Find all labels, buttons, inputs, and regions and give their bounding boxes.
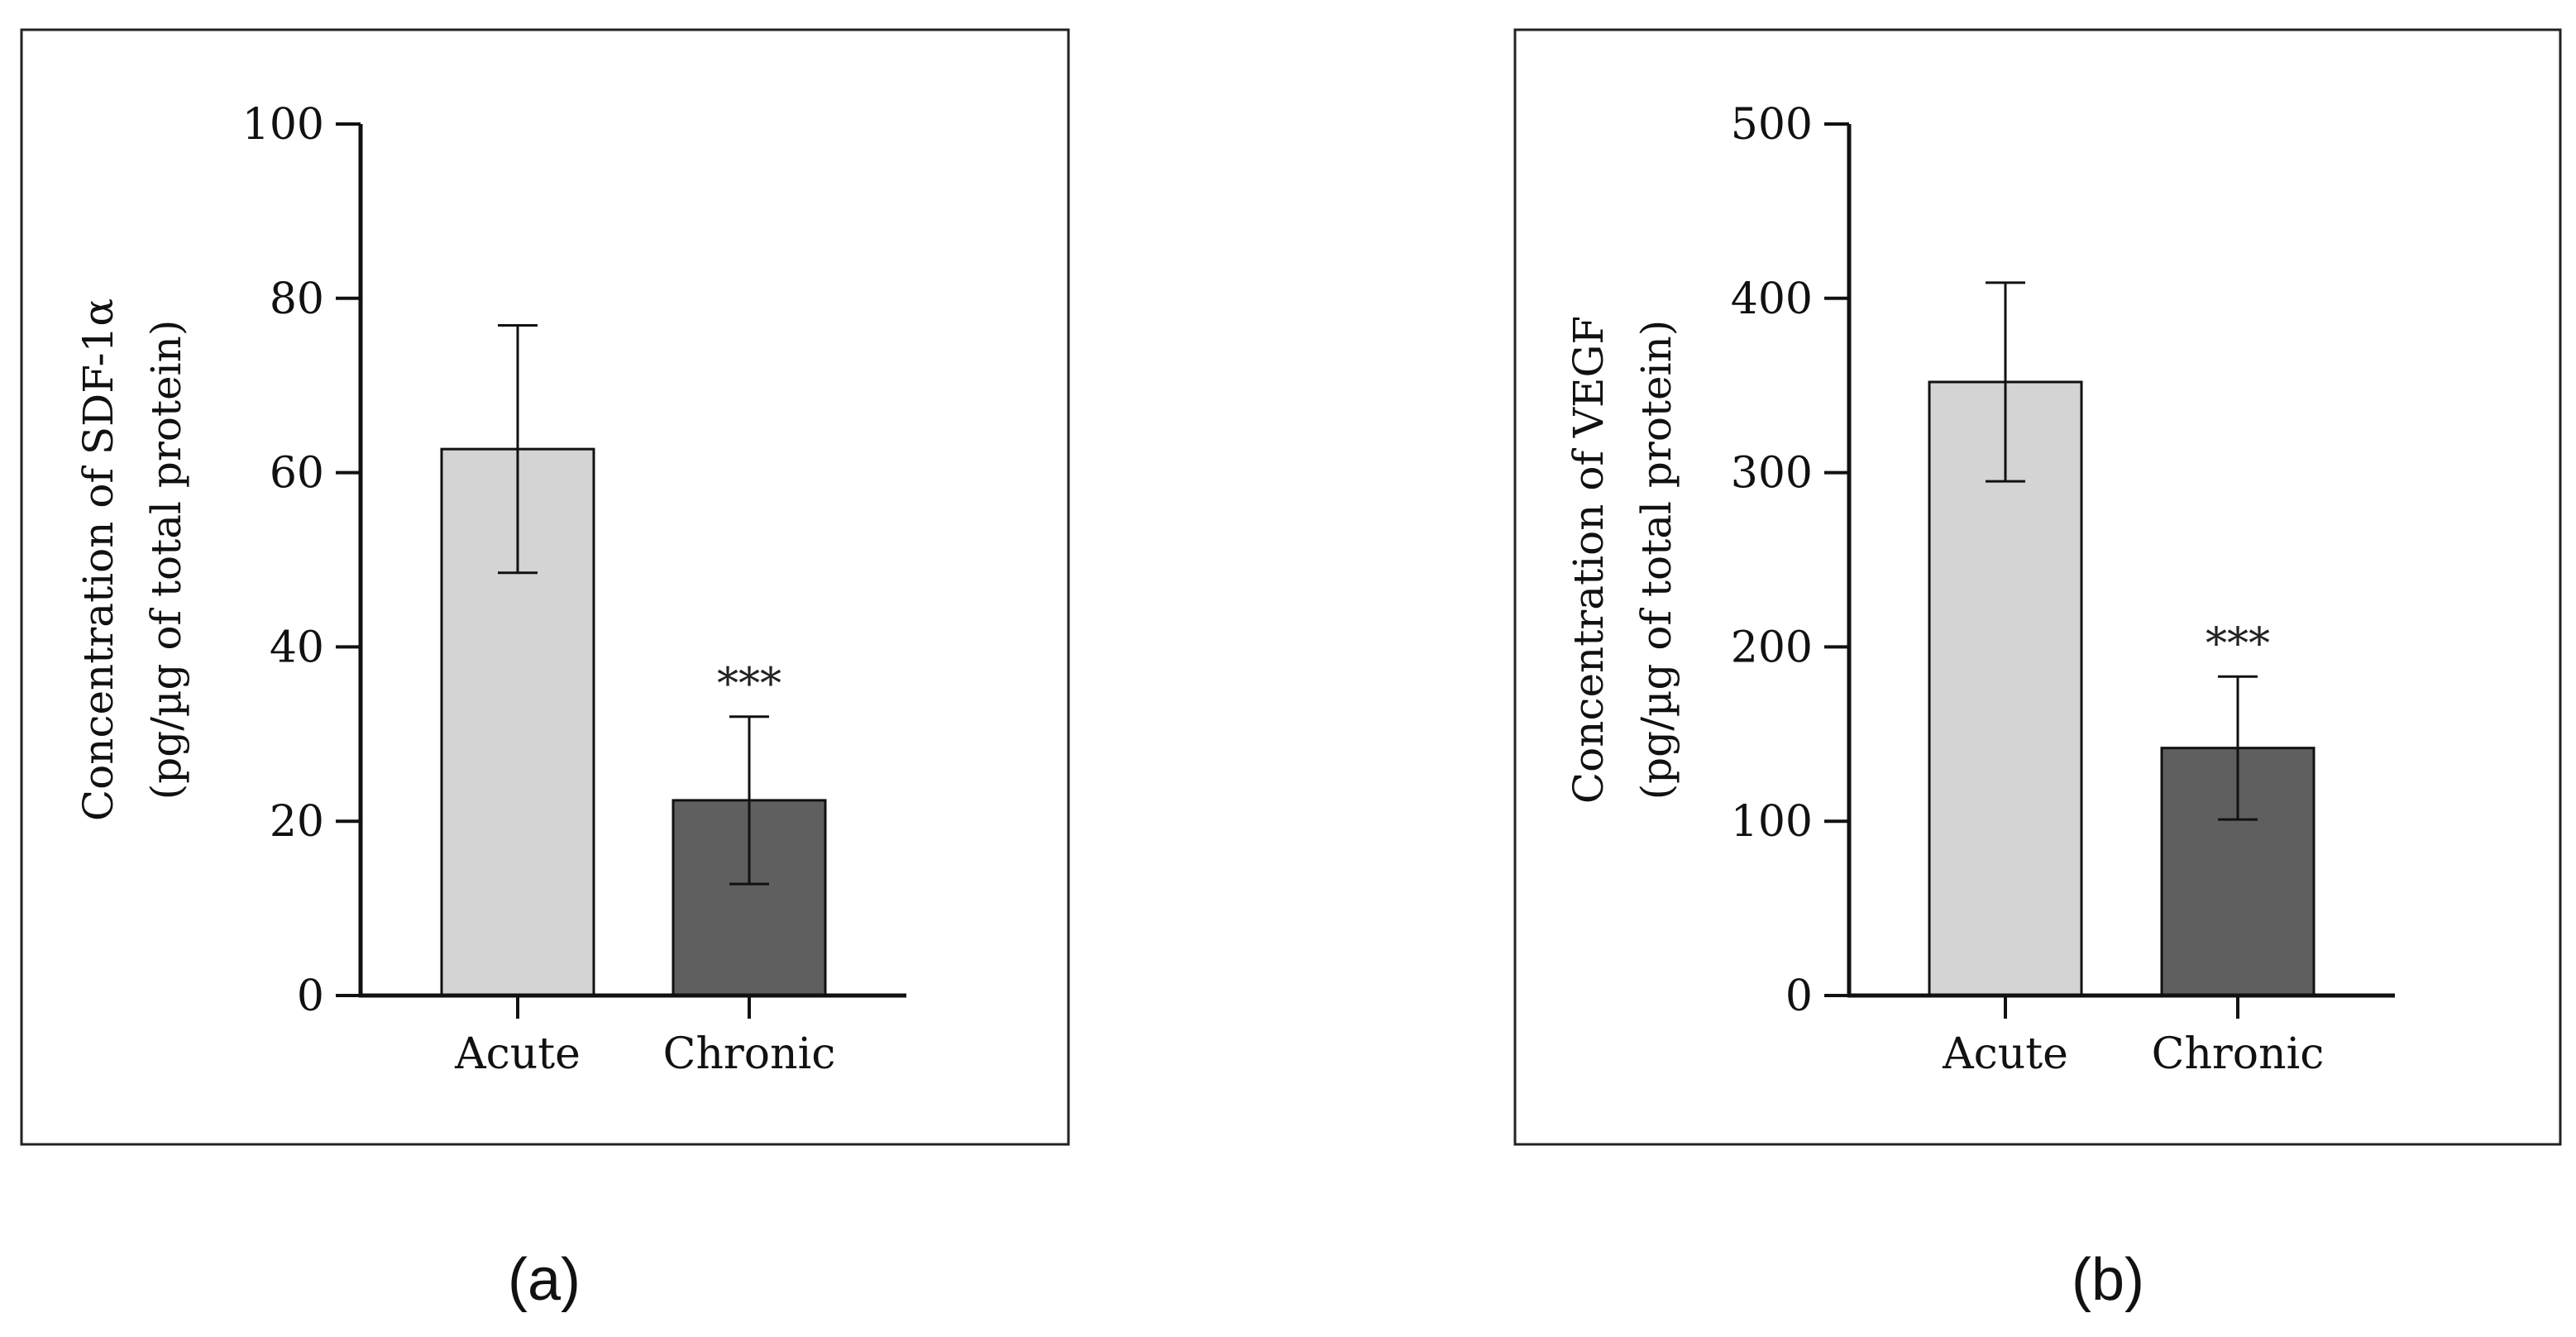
y-tick-label: 500 (1731, 100, 1813, 150)
y-tick-label: 20 (270, 797, 324, 847)
x-tick-label-acute: Acute (1942, 1029, 2068, 1079)
y-axis-label-unit-b: (pg/µg of total protein) (1632, 320, 1680, 800)
y-tick-label: 400 (1731, 275, 1813, 324)
y-tick-label: 80 (270, 275, 324, 324)
significance-marker-chronic: *** (2206, 619, 2270, 669)
panel-label-a: (a) (508, 1247, 581, 1313)
x-tick-label-chronic: Chronic (663, 1029, 836, 1079)
y-tick-label: 60 (270, 449, 324, 499)
y-tick-label: 0 (1785, 972, 1813, 1021)
y-axis-label-b: Concentration of VEGF (1565, 316, 1613, 804)
y-tick-label: 100 (1731, 797, 1813, 847)
x-tick-label-chronic: Chronic (2152, 1029, 2325, 1079)
chart-b: Acute *** Chronic 0 100 200 300 400 500 Concentra… (1565, 100, 2395, 1079)
significance-marker-chronic: *** (717, 660, 781, 709)
panel-label-b: (b) (2072, 1247, 2144, 1313)
y-axis-label-a: Concentration of SDF-1α (74, 298, 122, 821)
chart-a: Acute *** Chronic 0 20 40 60 80 100 Concentration… (74, 100, 906, 1079)
y-tick-label: 100 (242, 100, 324, 150)
y-tick-label: 40 (270, 623, 324, 672)
y-tick-label: 300 (1731, 449, 1813, 499)
y-tick-label: 200 (1731, 623, 1813, 672)
y-axis-label-unit-a: (pg/µg of total protein) (142, 320, 190, 800)
x-tick-label-acute: Acute (454, 1029, 581, 1079)
y-tick-label: 0 (297, 972, 324, 1021)
